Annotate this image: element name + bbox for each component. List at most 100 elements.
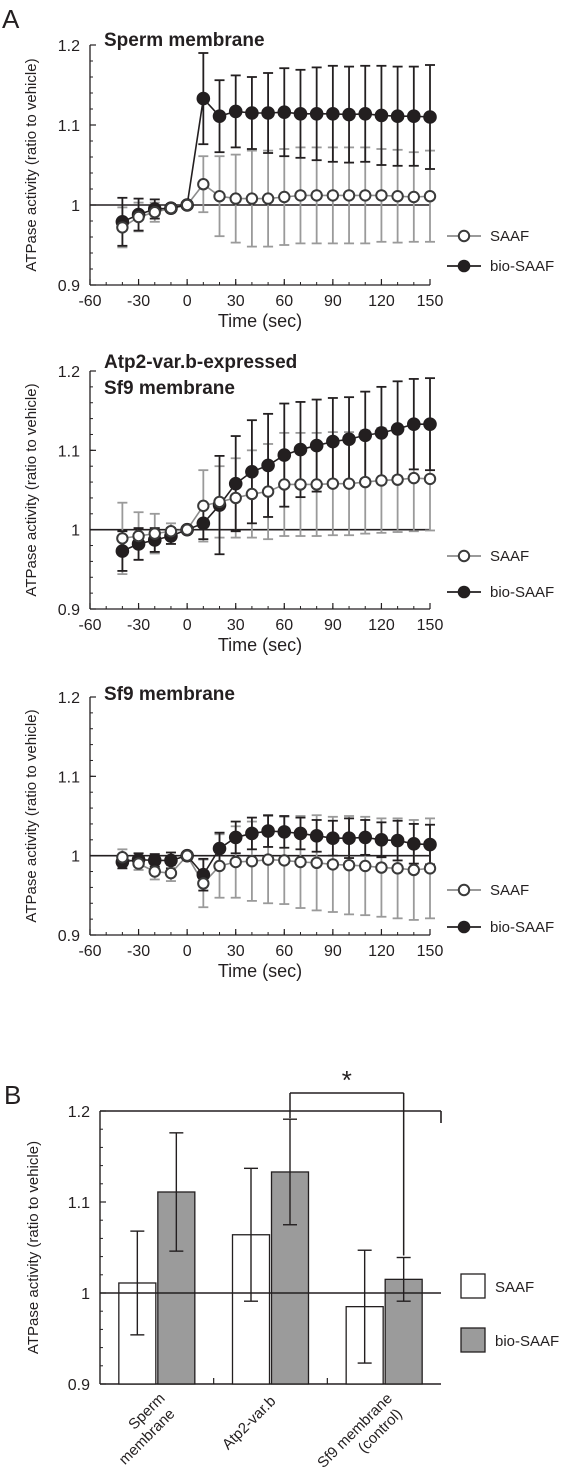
point-saaf xyxy=(164,525,178,538)
point-bio-saaf xyxy=(245,464,259,479)
legend-marker xyxy=(457,585,471,599)
x-tick-label: 150 xyxy=(417,293,444,310)
legend-marker xyxy=(457,920,471,934)
point-bio-saaf xyxy=(309,438,324,453)
bar-chart: 0.9 1 1.1 1.2 ATPase activity (ratio to vehi… xyxy=(25,1065,559,1472)
chart-title-line: Sf9 membrane xyxy=(104,684,235,705)
legend-label: SAAF xyxy=(490,548,529,565)
y-tick-label: 0.9 xyxy=(58,278,80,295)
x-tick-label: 30 xyxy=(227,617,245,634)
point-saaf xyxy=(294,478,307,491)
x-tick-label: 90 xyxy=(324,943,342,960)
point-bio-saaf xyxy=(277,105,292,119)
x-tick-label: 60 xyxy=(275,293,293,310)
point-saaf xyxy=(310,189,323,202)
point-saaf xyxy=(148,527,161,540)
point-bio-saaf xyxy=(390,422,405,436)
x-tick-label: 150 xyxy=(417,943,444,960)
point-saaf xyxy=(407,471,421,485)
chart-title: Atp2-var.b-expressed Sf9 membrane xyxy=(104,352,297,399)
x-tick-label: -30 xyxy=(127,617,150,634)
point-saaf xyxy=(326,189,340,202)
point-bio-saaf xyxy=(261,458,275,473)
chart-title: Sf9 membrane xyxy=(104,684,235,705)
point-saaf xyxy=(213,190,226,203)
point-saaf xyxy=(180,198,194,212)
point-saaf xyxy=(148,865,161,878)
point-bio-saaf xyxy=(196,91,211,106)
y-axis-label: ATPase activity (ratio to vehicle) xyxy=(23,709,40,922)
line-chart-3: 0.9 1 1.1 1.2 -60 -30 0 30 60 90 120 150 Time (sec) A… xyxy=(23,684,554,981)
point-saaf xyxy=(391,862,404,875)
point-bio-saaf xyxy=(212,841,227,856)
x-axis-label: Time (sec) xyxy=(218,961,302,981)
point-bio-saaf xyxy=(228,476,243,491)
point-saaf xyxy=(294,855,307,869)
point-bio-saaf xyxy=(423,110,437,124)
point-saaf xyxy=(180,523,194,536)
point-saaf xyxy=(213,859,226,873)
y-tick-label: 1 xyxy=(71,849,80,866)
point-saaf xyxy=(423,862,437,875)
point-saaf xyxy=(197,877,210,890)
x-tick-label: 0 xyxy=(183,617,192,634)
point-bio-saaf xyxy=(423,417,437,431)
legend-label: SAAF xyxy=(495,1279,534,1296)
legend: SAAF bio-SAAF xyxy=(447,882,554,936)
point-saaf xyxy=(407,863,421,877)
legend-swatch xyxy=(460,1327,486,1353)
point-saaf xyxy=(423,190,437,203)
point-bio-saaf xyxy=(342,432,356,447)
x-axis-label: Time (sec) xyxy=(218,635,302,655)
significance-star: * xyxy=(342,1065,352,1095)
point-bio-saaf xyxy=(342,831,356,846)
point-bio-saaf xyxy=(374,108,389,123)
point-saaf xyxy=(342,858,356,872)
point-bio-saaf xyxy=(326,107,340,121)
chart-title: Sperm membrane xyxy=(104,30,265,51)
y-tick-label: 1 xyxy=(71,198,80,215)
point-bio-saaf xyxy=(358,830,373,845)
chart-title-line: Sperm membrane xyxy=(104,30,265,51)
point-bio-saaf xyxy=(196,516,211,531)
x-tick-label: 120 xyxy=(368,617,395,634)
point-saaf xyxy=(229,491,242,505)
point-bio-saaf xyxy=(407,836,421,851)
point-saaf xyxy=(407,190,421,204)
chart-title-line: Atp2-var.b-expressed xyxy=(104,352,297,373)
point-saaf xyxy=(245,855,259,868)
point-bio-saaf xyxy=(293,107,308,121)
point-saaf xyxy=(132,857,145,870)
point-bio-saaf xyxy=(407,417,421,431)
point-bio-saaf xyxy=(374,426,389,440)
point-saaf xyxy=(261,853,275,866)
x-tick-label: 30 xyxy=(227,943,245,960)
point-saaf xyxy=(342,477,356,490)
point-saaf xyxy=(197,499,210,513)
point-saaf xyxy=(310,856,323,870)
point-saaf xyxy=(391,473,404,486)
legend-label: bio-SAAF xyxy=(495,1333,559,1350)
point-bio-saaf xyxy=(147,853,162,868)
x-tick-label: 0 xyxy=(183,943,192,960)
x-tick-label: 90 xyxy=(324,293,342,310)
legend-label: bio-SAAF xyxy=(490,919,554,936)
category-label: Spermmembrane xyxy=(103,1390,181,1468)
point-saaf xyxy=(132,210,145,224)
legend: SAAF bio-SAAF xyxy=(460,1273,559,1353)
x-tick-label: 60 xyxy=(275,943,293,960)
point-bio-saaf xyxy=(407,109,421,123)
point-bio-saaf xyxy=(342,107,356,122)
point-saaf xyxy=(359,189,372,202)
point-saaf xyxy=(423,472,437,486)
x-tick-label: 150 xyxy=(417,617,444,634)
x-tick-label: 120 xyxy=(368,943,395,960)
point-bio-saaf xyxy=(261,824,275,838)
point-bio-saaf xyxy=(309,107,324,121)
legend-label: bio-SAAF xyxy=(490,584,554,601)
y-axis-label: ATPase activity (ratio to vehicle) xyxy=(23,58,40,271)
point-saaf xyxy=(278,854,291,867)
point-bio-saaf xyxy=(423,837,437,852)
point-bio-saaf xyxy=(326,831,340,846)
legend-marker xyxy=(457,883,471,897)
